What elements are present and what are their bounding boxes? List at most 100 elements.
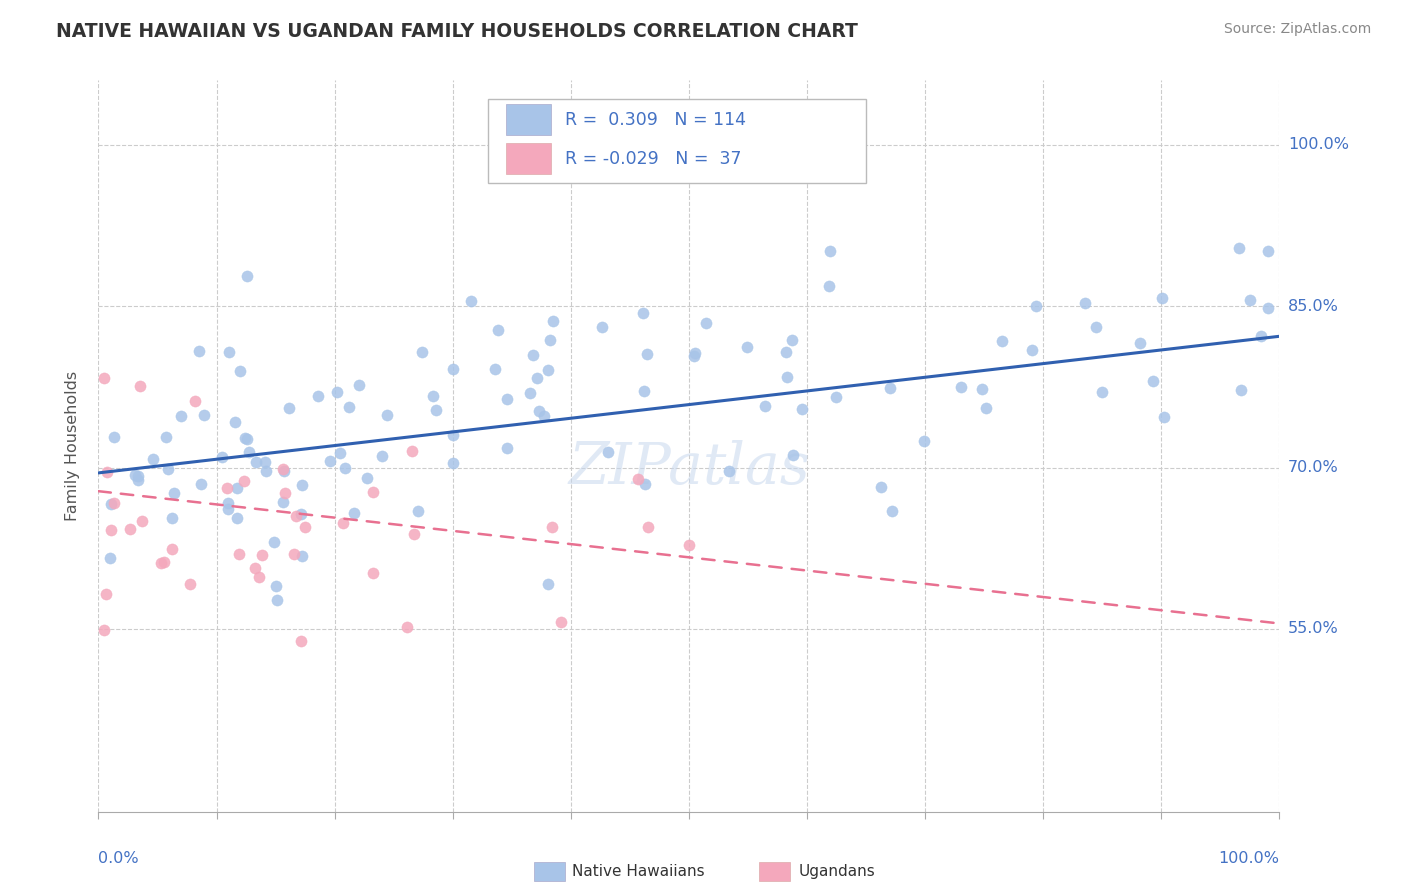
FancyBboxPatch shape [488,99,866,183]
Point [278,401,301,415]
Point [1227,241,1250,255]
Point [187,344,209,359]
Point [636,347,658,361]
Point [974,401,997,416]
Point [155,429,177,443]
Point [637,520,659,534]
Point [1239,293,1261,307]
Point [402,526,425,541]
Point [401,444,423,458]
Point [285,509,308,524]
Point [217,496,239,510]
Point [290,634,312,648]
Point [356,471,378,485]
Point [425,403,447,417]
Point [1250,329,1272,343]
Point [211,450,233,464]
Point [735,340,758,354]
Point [124,468,146,483]
Point [141,452,163,467]
Point [291,549,314,563]
Text: 70.0%: 70.0% [1288,460,1339,475]
Point [486,324,509,338]
Point [217,501,239,516]
Point [93,371,115,385]
Point [232,474,254,488]
Point [541,314,564,328]
Point [343,506,366,520]
Point [627,472,650,486]
Point [252,548,274,562]
Point [263,535,285,549]
Text: 0.0%: 0.0% [98,851,139,865]
Point [970,382,993,396]
Point [347,378,370,392]
Text: Ugandans: Ugandans [799,864,876,879]
Point [127,468,149,483]
Point [683,345,706,359]
Point [782,448,804,462]
Point [522,348,544,362]
Point [332,516,354,531]
Point [225,510,247,524]
Point [291,478,314,492]
Point [235,432,257,446]
Point [817,278,839,293]
Point [218,344,240,359]
Point [217,481,239,495]
Point [98,551,121,566]
Point [526,371,548,385]
Point [179,577,201,591]
Point [678,538,700,552]
Point [228,547,250,561]
Point [550,615,572,629]
Point [1257,301,1279,315]
Text: Native Hawaiians: Native Hawaiians [572,864,704,879]
Point [754,399,776,413]
Point [695,316,717,330]
Point [127,473,149,487]
Point [634,477,657,491]
Point [406,504,429,518]
Point [254,455,277,469]
Point [496,392,519,406]
Point [537,577,560,591]
Point [631,306,654,320]
Point [120,522,142,536]
Point [226,481,249,495]
Point [411,345,433,359]
Point [790,401,813,416]
Point [596,445,619,459]
Point [775,345,797,359]
Point [527,403,550,417]
Point [273,462,295,476]
Point [256,464,278,478]
Text: ZIPatlas: ZIPatlas [568,440,810,496]
Point [333,460,356,475]
Point [882,504,904,518]
Point [1021,343,1043,358]
Text: NATIVE HAWAIIAN VS UGANDAN FAMILY HOUSEHOLDS CORRELATION CHART: NATIVE HAWAIIAN VS UGANDAN FAMILY HOUSEH… [56,22,858,41]
Point [683,349,706,363]
Point [1142,374,1164,388]
Point [776,370,799,384]
Point [361,484,384,499]
Point [538,334,561,348]
Point [228,364,250,378]
Point [818,244,841,258]
Point [540,520,562,534]
Point [183,393,205,408]
Point [633,384,655,399]
Point [294,519,316,533]
Point [519,385,541,400]
Point [307,389,329,403]
Text: 55.0%: 55.0% [1288,622,1339,636]
Point [193,408,215,422]
Point [484,361,506,376]
Point [273,464,295,478]
Y-axis label: Family Households: Family Households [65,371,80,521]
Point [422,389,444,403]
Point [273,495,295,509]
Point [949,380,972,394]
Point [533,409,555,423]
